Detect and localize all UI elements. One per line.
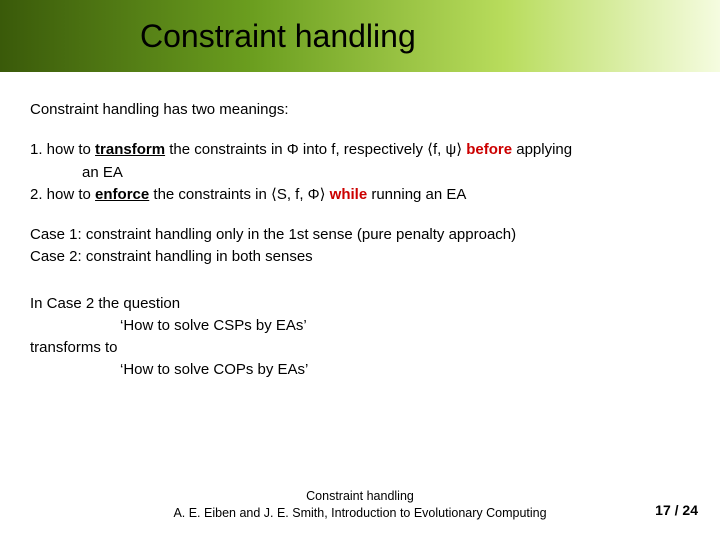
list-item-2: 2. how to enforce the constraints in ⟨S,… xyxy=(30,185,690,205)
case-1: Case 1: constraint handling only in the … xyxy=(30,225,690,245)
list-item-1: 1. how to transform the constraints in Φ… xyxy=(30,140,690,160)
case-2: Case 2: constraint handling in both sens… xyxy=(30,247,690,267)
item1-suffix: applying xyxy=(512,141,572,158)
item1-prefix: 1. how to xyxy=(30,141,95,158)
item2-mid: the constraints in ⟨S, f, Φ⟩ xyxy=(149,186,329,203)
item1-mid: the constraints in Φ into f, respectivel… xyxy=(165,141,466,158)
page-number: 17 / 24 xyxy=(655,502,698,518)
c2-line-3: transforms to xyxy=(30,338,690,358)
item2-red: while xyxy=(330,186,368,203)
slide-body: Constraint handling has two meanings: 1.… xyxy=(0,72,720,381)
numbered-list: 1. how to transform the constraints in Φ… xyxy=(30,140,690,205)
item1-keyword: transform xyxy=(95,141,165,158)
case2-explanation: In Case 2 the question ‘How to solve CSP… xyxy=(30,294,690,381)
slide-title: Constraint handling xyxy=(140,18,416,55)
item2-suffix: running an EA xyxy=(367,186,466,203)
footer: Constraint handling A. E. Eiben and J. E… xyxy=(0,488,720,522)
item2-prefix: 2. how to xyxy=(30,186,95,203)
item2-keyword: enforce xyxy=(95,186,149,203)
title-bar: Constraint handling xyxy=(0,0,720,72)
c2-line-1: In Case 2 the question xyxy=(30,294,690,314)
c2-line-4: ‘How to solve COPs by EAs’ xyxy=(30,360,690,380)
intro-text: Constraint handling has two meanings: xyxy=(30,100,690,120)
cases-block: Case 1: constraint handling only in the … xyxy=(30,225,690,268)
item1-continuation: an EA xyxy=(30,163,690,183)
item1-red: before xyxy=(466,141,512,158)
c2-line-2: ‘How to solve CSPs by EAs’ xyxy=(30,316,690,336)
footer-line-1: Constraint handling xyxy=(0,488,720,505)
footer-line-2: A. E. Eiben and J. E. Smith, Introductio… xyxy=(0,505,720,522)
